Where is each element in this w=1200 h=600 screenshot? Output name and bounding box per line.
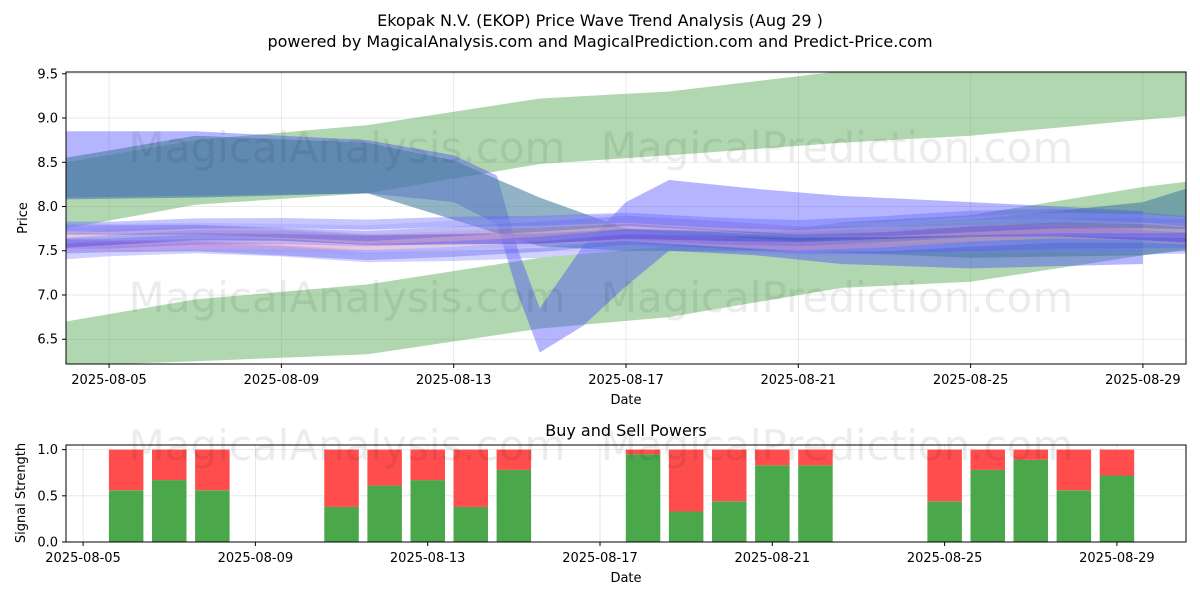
- signal-bars: [108, 449, 1135, 542]
- buy-bar: [324, 506, 359, 542]
- signal-y-label: Signal Strength: [14, 443, 29, 543]
- sell-bar: [324, 449, 359, 507]
- buy-bar: [367, 485, 402, 542]
- wave-line: [66, 215, 1186, 242]
- buy-bar: [108, 490, 144, 542]
- buy-bar: [927, 501, 962, 542]
- wave-line: [66, 208, 1186, 232]
- price-x-tick-label: 2025-08-09: [244, 373, 320, 388]
- signal-chart-title: Buy and Sell Powers: [545, 421, 707, 440]
- signal-y-tick-label: 0.5: [37, 489, 58, 504]
- dark-wave-band: [66, 135, 1186, 258]
- price-y-tick-label: 8.0: [37, 200, 58, 215]
- wave-line: [66, 224, 1186, 245]
- signal-chart: Buy and Sell Powers MagicalAnalysis.com …: [14, 421, 1187, 586]
- buy-bar: [195, 490, 230, 542]
- sell-bar: [453, 449, 488, 507]
- price-x-tick-label: 2025-08-17: [588, 373, 664, 388]
- sell-bar: [152, 449, 187, 481]
- signal-x-tick-label: 2025-08-17: [562, 551, 638, 566]
- sell-bar: [755, 449, 790, 466]
- watermark-analysis-top: MagicalAnalysis.com: [129, 123, 566, 172]
- watermark-analysis-mid: MagicalAnalysis.com: [129, 273, 566, 322]
- price-x-label: Date: [610, 393, 641, 408]
- price-y-tick-label: 7.0: [37, 288, 58, 303]
- buy-bar: [712, 501, 747, 542]
- sell-bar: [712, 449, 747, 502]
- sell-bar: [1099, 449, 1135, 476]
- wave-line: [66, 240, 1186, 263]
- sell-bar: [1013, 449, 1048, 460]
- buy-bar: [1056, 490, 1092, 542]
- price-y-tick-label: 9.5: [37, 67, 58, 82]
- price-x-tick-label: 2025-08-25: [933, 373, 1009, 388]
- price-y-axis: 6.5 7.0 7.5 8.0 8.5 9.0 9.5: [37, 67, 66, 348]
- price-x-tick-label: 2025-08-29: [1105, 373, 1181, 388]
- price-watermarks: MagicalAnalysis.com MagicalPrediction.co…: [129, 123, 1074, 322]
- sell-bar: [496, 449, 532, 470]
- wave-line: [66, 228, 1186, 251]
- sell-bar: [410, 449, 445, 481]
- signal-x-label: Date: [610, 571, 641, 586]
- buy-bar: [410, 480, 445, 542]
- wave-line: [66, 225, 1186, 249]
- wave-line: [66, 219, 1186, 244]
- sell-bar: [798, 449, 833, 466]
- price-y-label: Price: [16, 202, 31, 234]
- sell-bar: [668, 449, 704, 512]
- buy-bar: [970, 469, 1005, 542]
- sell-bar: [195, 449, 230, 491]
- signal-x-tick-label: 2025-08-09: [218, 551, 294, 566]
- buy-bar: [1099, 475, 1135, 542]
- price-x-tick-label: 2025-08-13: [416, 373, 492, 388]
- signal-x-tick-label: 2025-08-21: [735, 551, 811, 566]
- buy-bar: [152, 480, 187, 542]
- chart-subtitle: powered by MagicalAnalysis.com and Magic…: [267, 32, 932, 51]
- price-chart: MagicalAnalysis.com MagicalPrediction.co…: [16, 67, 1187, 408]
- watermark-prediction-mid: MagicalPrediction.com: [601, 273, 1074, 322]
- price-x-tick-label: 2025-08-05: [71, 373, 147, 388]
- watermark-prediction-top: MagicalPrediction.com: [601, 123, 1074, 172]
- sell-bar: [1056, 449, 1092, 491]
- signal-y-tick-label: 1.0: [37, 443, 58, 458]
- buy-bar: [798, 465, 833, 542]
- sell-bar: [625, 449, 661, 455]
- signal-y-tick-label: 0.0: [37, 536, 58, 551]
- buy-bar: [668, 511, 704, 542]
- price-y-tick-label: 8.5: [37, 156, 58, 171]
- price-y-tick-label: 7.5: [37, 244, 58, 259]
- wave-line: [66, 234, 1186, 261]
- buy-bar: [1013, 459, 1048, 542]
- signal-x-tick-label: 2025-08-13: [390, 551, 466, 566]
- price-x-axis: 2025-08-05 2025-08-09 2025-08-13 2025-08-17…: [71, 364, 1181, 388]
- buy-bar: [755, 465, 790, 542]
- signal-x-axis: 2025-08-05 2025-08-09 2025-08-13 2025-08-17…: [45, 542, 1155, 566]
- buy-bar: [496, 469, 532, 542]
- price-y-tick-label: 9.0: [37, 112, 58, 127]
- signal-x-tick-label: 2025-08-05: [45, 551, 121, 566]
- buy-bar: [453, 506, 488, 542]
- sell-bar: [970, 449, 1005, 470]
- sell-bar: [108, 449, 144, 491]
- wave-line: [66, 231, 1186, 256]
- wave-line: [66, 212, 1186, 236]
- price-plot-area: [66, 72, 1186, 364]
- buy-bar: [625, 454, 661, 542]
- chart-title: Ekopak N.V. (EKOP) Price Wave Trend Anal…: [377, 11, 823, 30]
- sell-bar: [927, 449, 962, 502]
- signal-y-axis: 0.0 0.5 1.0: [37, 443, 66, 551]
- signal-x-tick-label: 2025-08-29: [1079, 551, 1155, 566]
- sell-bar: [367, 449, 402, 486]
- wave-line: [66, 226, 1186, 248]
- price-y-tick-label: 6.5: [37, 333, 58, 348]
- signal-axes-frame: [65, 444, 1187, 543]
- signal-x-tick-label: 2025-08-25: [907, 551, 983, 566]
- price-x-tick-label: 2025-08-21: [761, 373, 837, 388]
